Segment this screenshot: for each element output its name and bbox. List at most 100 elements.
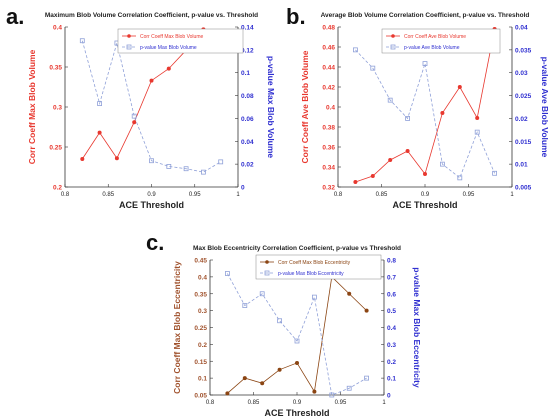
data-point-corr [405, 149, 410, 153]
y-right-tick-label: 0.04 [241, 139, 254, 146]
y-right-tick-label: 0.4 [387, 325, 396, 332]
y-left-tick-label: 0.3 [53, 105, 62, 112]
y-left-tick-label: 0.4 [53, 25, 62, 32]
data-point-pvalue [457, 175, 463, 181]
data-point-pvalue [311, 294, 317, 300]
x-tick-label: 0.9 [147, 192, 156, 198]
legend-label: Corr Coeff Max Blob Eccentricity [278, 260, 351, 266]
y-left-axis-label: Corr Coeff Max Blob Volume [27, 49, 37, 164]
legend-label: p-value Max Blob Eccentricity [278, 271, 344, 277]
y-right-tick-label: 0.015 [515, 139, 532, 146]
data-point-corr [295, 360, 299, 365]
legend-swatch-marker [391, 34, 395, 38]
panel-letter-b: b. [286, 4, 306, 29]
x-tick-label: 0.9 [421, 192, 430, 198]
legend-label: p-value Max Blob Volume [140, 45, 197, 51]
data-point-pvalue [492, 170, 498, 176]
data-point-corr [388, 158, 393, 162]
data-point-pvalue [422, 61, 428, 66]
y-left-tick-label: 0.1 [198, 376, 207, 383]
x-tick-label: 0.85 [376, 192, 388, 198]
data-point-pvalue [346, 385, 352, 391]
data-point-corr [260, 381, 265, 386]
x-tick-label: 1 [510, 192, 514, 198]
y-left-tick-label: 0.46 [322, 45, 335, 52]
legend-swatch-marker [264, 270, 270, 276]
x-tick-label: 0.8 [334, 192, 343, 198]
series-line-corr [227, 276, 367, 394]
data-point-corr [277, 367, 282, 372]
x-tick-label: 0.8 [61, 192, 70, 198]
series-line-pvalue [227, 273, 367, 396]
y-right-tick-label: 0.6 [387, 291, 396, 298]
x-tick-label: 0.85 [248, 400, 260, 406]
data-point-pvalue [364, 375, 370, 381]
legend-swatch-marker [265, 260, 269, 264]
y-right-tick-label: 0.025 [515, 93, 532, 100]
y-left-tick-label: 0.42 [322, 85, 335, 92]
data-point-corr [370, 174, 375, 178]
y-left-tick-label: 0.35 [194, 291, 207, 298]
y-left-tick-label: 0.36 [322, 145, 335, 152]
y-right-axis-label: p-value Max Blob Eccentricity [412, 267, 422, 388]
panel-letter-c: c. [146, 230, 165, 255]
data-point-pvalue [405, 116, 411, 121]
y-left-tick-label: 0.25 [49, 145, 62, 152]
data-point-corr [132, 120, 137, 125]
x-tick-label: 0.85 [102, 192, 114, 198]
data-point-pvalue [439, 161, 445, 167]
y-right-tick-label: 0.12 [241, 47, 254, 54]
data-point-corr [457, 85, 462, 89]
legend-box [381, 28, 501, 54]
data-point-pvalue [224, 271, 230, 276]
y-right-tick-label: 0.03 [515, 70, 528, 77]
y-left-tick-label: 0.2 [53, 185, 62, 192]
y-right-tick-label: 0.035 [515, 47, 532, 54]
y-left-tick-label: 0.05 [194, 393, 207, 400]
data-point-pvalue [183, 166, 189, 172]
data-point-corr [423, 172, 427, 176]
y-right-axis-label: p-value Ave Blob Volume [540, 57, 550, 158]
y-right-tick-label: 0.01 [515, 162, 528, 169]
x-tick-label: 0.95 [463, 192, 475, 198]
data-point-pvalue [277, 318, 283, 324]
y-right-tick-label: 0.06 [241, 116, 254, 123]
data-point-pvalue [149, 158, 154, 164]
legend-box [117, 28, 244, 54]
data-point-pvalue [352, 47, 358, 53]
x-tick-label: 1 [382, 400, 386, 406]
y-right-tick-label: 0.14 [241, 25, 254, 32]
data-point-corr [475, 116, 480, 120]
x-tick-label: 1 [236, 192, 240, 198]
x-axis-label: ACE Threshold [392, 200, 457, 210]
data-point-pvalue [218, 159, 224, 165]
data-point-pvalue [259, 291, 265, 297]
y-right-tick-label: 0 [241, 185, 245, 192]
y-left-tick-label: 0.15 [194, 359, 207, 366]
y-left-tick-label: 0.3 [198, 308, 207, 315]
y-left-tick-label: 0.38 [322, 125, 335, 132]
chart-title: Maximum Blob Volume Correlation Coeffici… [45, 12, 258, 19]
data-point-pvalue [294, 338, 300, 344]
y-left-tick-label: 0.45 [194, 258, 207, 265]
y-right-tick-label: 0.2 [387, 359, 396, 366]
y-right-tick-label: 0.04 [515, 25, 528, 32]
panel-letter-a: a. [6, 4, 25, 29]
chart-title: Average Blob Volume Correlation Coeffici… [321, 12, 530, 19]
data-point-corr [149, 78, 154, 83]
y-right-tick-label: 0.8 [387, 258, 396, 265]
data-point-corr [225, 391, 230, 396]
x-tick-label: 0.95 [189, 192, 201, 198]
data-point-pvalue [242, 303, 248, 308]
legend: Corr Coeff Ave Blob Volume p-value Ave Bl… [381, 28, 501, 54]
data-point-pvalue [474, 129, 480, 135]
series-line-pvalue [81, 40, 221, 173]
series-line-pvalue [355, 49, 495, 179]
data-point-corr [80, 157, 85, 161]
y-left-tick-label: 0.48 [322, 25, 335, 32]
x-axis-label: ACE Threshold [264, 408, 329, 418]
y-left-axis-label: Corr Coeff Ave Blob Volume [300, 50, 310, 163]
y-right-tick-label: 0.1 [387, 376, 396, 383]
y-left-tick-label: 0.34 [322, 165, 335, 172]
